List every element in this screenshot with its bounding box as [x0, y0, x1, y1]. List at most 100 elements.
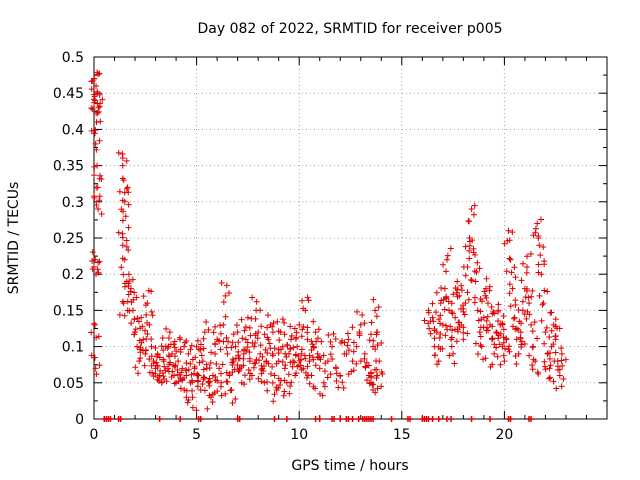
- data-point: [160, 358, 167, 365]
- data-point: [505, 346, 512, 353]
- data-point: [283, 353, 290, 360]
- data-point: [96, 91, 103, 98]
- x-tick-label: 15: [393, 427, 411, 443]
- data-point: [465, 296, 472, 303]
- data-point: [518, 338, 525, 345]
- data-point: [345, 371, 352, 378]
- data-point: [542, 329, 549, 336]
- data-point: [538, 216, 545, 223]
- data-point: [93, 146, 100, 153]
- zero-data-point: [349, 416, 356, 422]
- data-point: [539, 301, 546, 308]
- data-point: [95, 259, 102, 266]
- data-point: [96, 193, 103, 200]
- data-point: [362, 364, 369, 371]
- data-point: [495, 301, 502, 308]
- data-point: [312, 385, 319, 392]
- data-point: [543, 324, 550, 331]
- data-point: [259, 365, 266, 372]
- data-point: [138, 339, 145, 346]
- data-point: [306, 352, 313, 359]
- data-point: [364, 377, 371, 384]
- data-point: [378, 369, 385, 376]
- data-point: [207, 359, 214, 366]
- data-point: [171, 353, 178, 360]
- data-point: [367, 374, 374, 381]
- data-point: [229, 369, 236, 376]
- data-point: [287, 383, 294, 390]
- data-point: [340, 384, 347, 391]
- data-point: [264, 324, 271, 331]
- data-point: [286, 390, 293, 397]
- data-point: [229, 339, 236, 346]
- data-point: [443, 294, 450, 301]
- data-point: [95, 206, 102, 213]
- x-tick-label: 20: [495, 427, 513, 443]
- data-point: [421, 317, 428, 324]
- data-point: [142, 350, 149, 357]
- data-point: [93, 119, 100, 126]
- data-point: [261, 331, 268, 338]
- data-point: [562, 356, 569, 363]
- data-point: [222, 390, 229, 397]
- data-point: [354, 308, 361, 315]
- data-point: [161, 363, 168, 370]
- data-point: [240, 362, 247, 369]
- data-point: [255, 357, 262, 364]
- data-point: [493, 344, 500, 351]
- data-point: [88, 329, 95, 336]
- data-point: [534, 220, 541, 227]
- data-point: [150, 360, 157, 367]
- data-point: [148, 308, 155, 315]
- data-point: [495, 332, 502, 339]
- data-point: [558, 350, 565, 357]
- data-point: [123, 157, 130, 164]
- data-point: [124, 184, 131, 191]
- data-point: [119, 242, 126, 249]
- data-point: [293, 370, 300, 377]
- data-point: [163, 325, 170, 332]
- zero-data-point: [156, 416, 163, 422]
- data-point: [546, 365, 553, 372]
- data-point: [472, 278, 479, 285]
- data-point: [489, 361, 496, 368]
- data-point: [227, 387, 234, 394]
- data-point: [349, 358, 356, 365]
- data-point: [95, 104, 102, 111]
- data-point: [546, 334, 553, 341]
- zero-data-point: [407, 416, 414, 422]
- data-point: [116, 188, 123, 195]
- data-point: [454, 293, 461, 300]
- data-point: [488, 335, 495, 342]
- data-point: [506, 343, 513, 350]
- data-point: [177, 385, 184, 392]
- data-point: [200, 335, 207, 342]
- data-point: [281, 331, 288, 338]
- data-point: [222, 292, 229, 299]
- data-point: [526, 352, 533, 359]
- data-point: [298, 333, 305, 340]
- data-point: [275, 358, 282, 365]
- data-point: [462, 300, 469, 307]
- data-point: [252, 315, 259, 322]
- data-point: [279, 358, 286, 365]
- data-point: [171, 363, 178, 370]
- data-point: [518, 341, 525, 348]
- y-tick-label: 0.35: [53, 159, 84, 175]
- data-point: [198, 352, 205, 359]
- data-point: [512, 301, 519, 308]
- data-point: [310, 344, 317, 351]
- data-point: [356, 329, 363, 336]
- data-point: [235, 339, 242, 346]
- data-point: [551, 358, 558, 365]
- data-point: [95, 333, 102, 340]
- data-point: [507, 303, 514, 310]
- data-point: [359, 312, 366, 319]
- data-point: [134, 315, 141, 322]
- data-point: [167, 359, 174, 366]
- data-point: [475, 351, 482, 358]
- data-point: [378, 383, 385, 390]
- data-point: [88, 352, 95, 359]
- data-point: [299, 297, 306, 304]
